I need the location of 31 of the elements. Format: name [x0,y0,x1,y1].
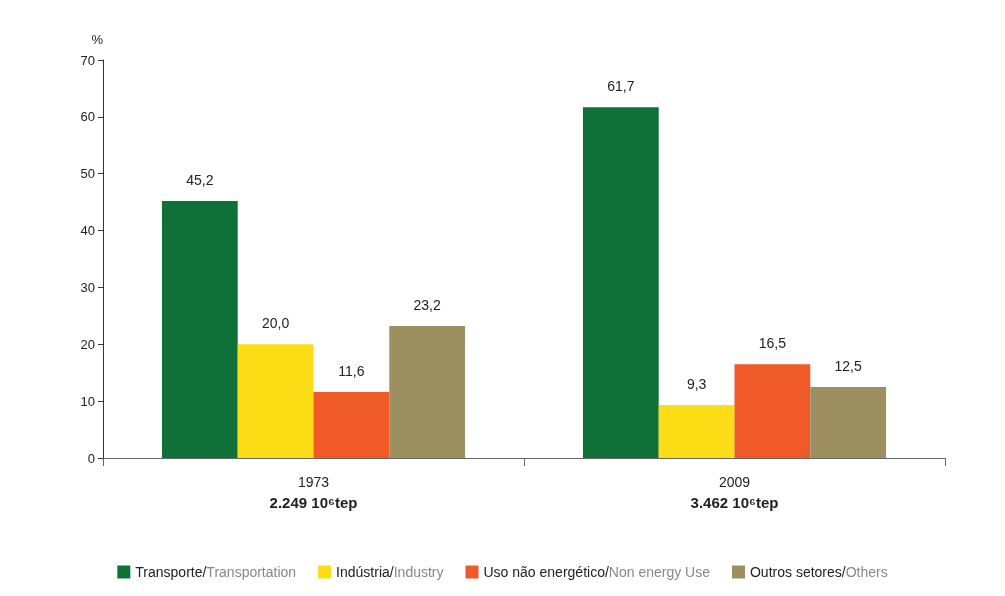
y-tick-label: 60 [80,109,95,125]
y-tick-label: 10 [80,393,95,409]
data-label: 45,2 [186,172,214,189]
bar [810,386,887,458]
data-label: 16,5 [758,335,787,352]
y-tick-label: 30 [80,279,95,295]
bar [313,392,390,458]
data-label: 9,3 [686,376,707,393]
x-tick-label: 1973 2.249 10⁶tep [269,474,358,511]
y-tick-label: 0 [87,450,95,466]
data-label: 12,5 [834,357,863,374]
bar [582,107,659,458]
data-label: 23,2 [413,297,442,314]
data-label: 61,7 [607,78,635,95]
legend-label: Outros setores/Others [749,564,888,580]
y-tick-label: 20 [80,336,95,352]
y-tick-label: 50 [80,166,95,182]
legend-label: Indústria/Industry [336,564,444,580]
y-axis-title: % [91,32,104,47]
y-tick-label: 70 [80,52,95,68]
data-label: 20,0 [261,315,290,332]
bar [161,201,238,458]
bar [734,364,811,458]
x-tick-label: 2009 3.462 10⁶tep [690,474,779,511]
bar [237,344,314,458]
bar [658,405,735,458]
legend-label: Uso não energético/Non energy Use [483,564,711,580]
y-tick-label: 40 [80,223,95,239]
legend-label: Transporte/Transportation [135,564,297,580]
data-label: 11,6 [338,363,365,380]
bar [389,326,466,458]
